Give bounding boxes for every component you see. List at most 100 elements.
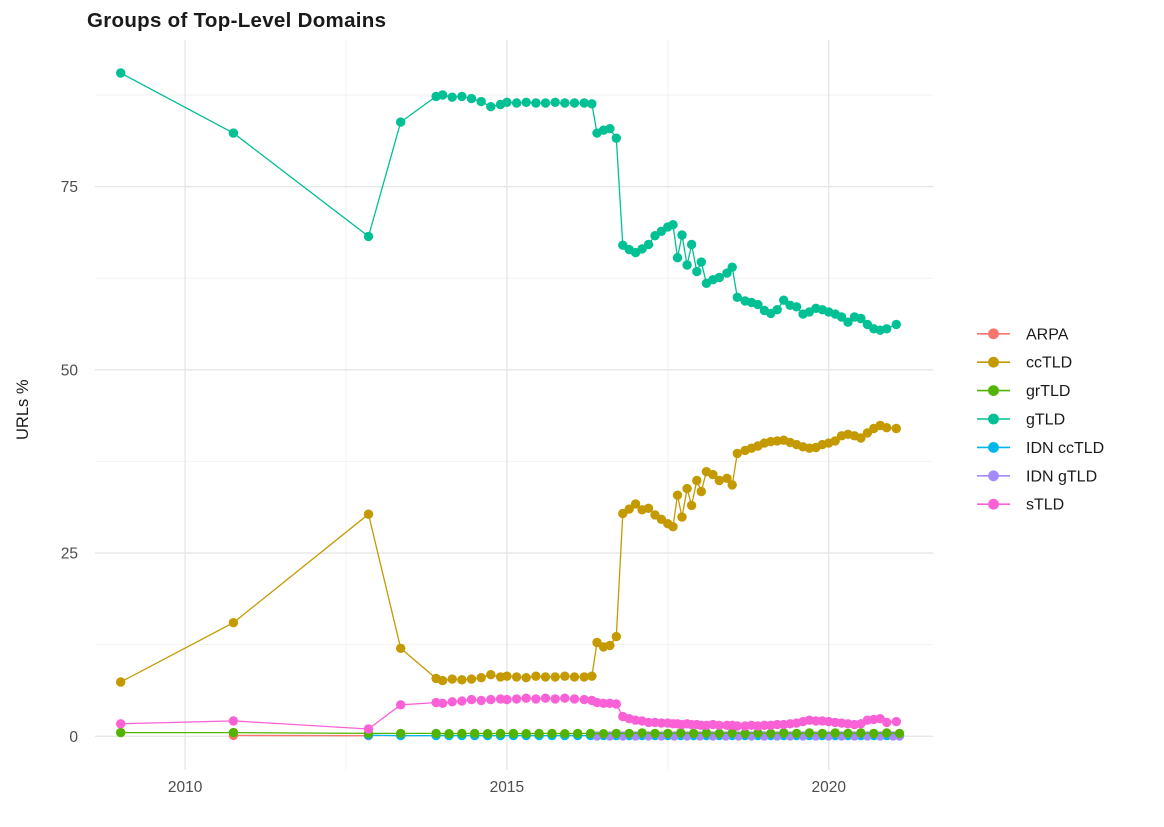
data-point <box>672 490 683 500</box>
y-tick-label: 50 <box>61 362 79 379</box>
data-point <box>714 272 724 283</box>
y-tick-label: 25 <box>61 546 78 563</box>
data-point <box>476 695 486 706</box>
data-point <box>882 717 892 728</box>
data-point <box>688 728 699 739</box>
data-point <box>579 694 589 705</box>
data-point <box>396 117 406 127</box>
data-point <box>457 91 467 102</box>
data-point <box>502 671 512 681</box>
data-point <box>682 260 692 270</box>
data-point <box>643 239 654 250</box>
chart-title: Groups of Top-Level Domains <box>87 9 386 32</box>
data-point <box>502 694 512 705</box>
data-point <box>891 319 901 330</box>
legend-label: IDN gTLD <box>1026 468 1097 485</box>
data-point <box>579 672 589 682</box>
data-point <box>686 239 697 250</box>
data-point <box>830 436 840 446</box>
data-point <box>550 97 560 108</box>
data-point <box>363 724 374 734</box>
y-axis-title: URLs % <box>14 379 32 440</box>
legend-item-idn-cctld: IDN ccTLD <box>977 440 1104 457</box>
data-point <box>882 728 892 738</box>
data-point <box>676 728 686 738</box>
data-point <box>605 640 615 651</box>
data-point <box>228 128 239 138</box>
data-point <box>540 672 551 682</box>
data-point <box>894 728 905 739</box>
series-cctld <box>116 420 901 687</box>
data-point <box>569 694 580 704</box>
data-point <box>677 230 687 240</box>
data-point <box>476 96 486 107</box>
data-point <box>521 693 531 703</box>
data-point <box>732 448 742 459</box>
data-point <box>830 728 840 738</box>
data-point <box>696 257 706 267</box>
data-point <box>587 99 597 109</box>
legend-key-point <box>988 385 999 396</box>
data-point <box>511 694 522 704</box>
data-point <box>817 728 827 739</box>
series-gtld <box>116 68 901 335</box>
data-point <box>228 716 239 726</box>
data-point <box>447 697 457 707</box>
data-point <box>521 729 531 739</box>
data-point <box>598 729 609 739</box>
data-point <box>611 133 621 143</box>
data-point <box>677 512 687 522</box>
data-point <box>643 503 654 513</box>
data-point <box>727 262 737 272</box>
data-point <box>569 672 580 682</box>
data-point <box>714 720 724 730</box>
data-point <box>437 675 448 686</box>
data-point <box>396 700 406 710</box>
data-point <box>486 102 496 112</box>
data-point <box>650 728 660 739</box>
data-point <box>668 220 678 230</box>
data-point <box>663 728 673 739</box>
legend-item-stld: sTLD <box>977 497 1064 514</box>
data-point <box>843 317 853 327</box>
data-point <box>531 98 541 108</box>
data-point <box>116 727 126 738</box>
data-point <box>508 728 519 739</box>
data-point <box>791 728 802 739</box>
data-point <box>611 631 621 642</box>
legend-label: IDN ccTLD <box>1026 440 1104 457</box>
data-point <box>740 728 750 739</box>
legend-label: ARPA <box>1026 326 1069 343</box>
legend: ARPA ccTLD grTLD gTLD IDN ccTLD IDN gTLD sTLD <box>977 326 1104 514</box>
data-point <box>856 728 866 738</box>
data-point <box>836 312 847 322</box>
data-point <box>637 728 647 738</box>
data-point <box>457 675 467 685</box>
legend-item-cctld: ccTLD <box>977 355 1072 372</box>
data-point <box>891 716 901 727</box>
data-point <box>732 721 742 731</box>
data-point <box>396 728 406 739</box>
data-point <box>732 292 742 302</box>
data-point <box>486 694 496 705</box>
data-point <box>457 696 467 706</box>
legend-item-gtld: gTLD <box>977 412 1065 429</box>
data-point <box>727 728 737 738</box>
data-point <box>116 677 126 687</box>
legend-key-point <box>988 328 999 340</box>
data-point <box>228 618 239 628</box>
y-tick-label: 0 <box>69 729 78 746</box>
data-point <box>550 694 560 704</box>
data-point <box>696 486 706 497</box>
data-point <box>447 674 457 684</box>
data-point <box>511 98 522 108</box>
data-point <box>624 728 634 739</box>
data-point <box>611 728 621 739</box>
data-point <box>437 90 448 100</box>
data-point <box>363 231 374 242</box>
legend-key-point <box>988 442 999 453</box>
data-point <box>511 672 522 682</box>
